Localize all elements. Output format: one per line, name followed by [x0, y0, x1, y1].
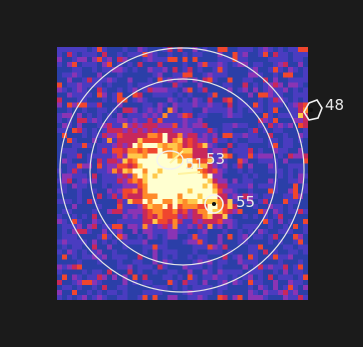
source-label-48: 48: [325, 96, 344, 114]
source-marker-48-dot: [309, 108, 313, 112]
x-ray-heatmap: [57, 47, 308, 300]
